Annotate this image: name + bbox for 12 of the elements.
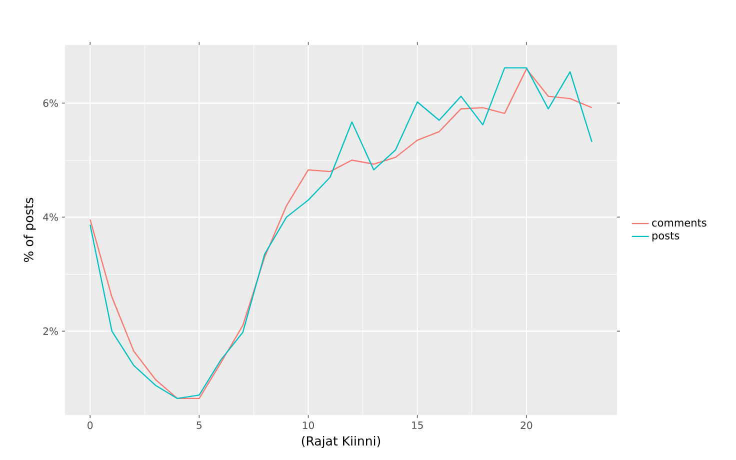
y-tick-label: 4% (43, 213, 58, 221)
y-tick-label: 6% (43, 99, 58, 107)
legend-label: comments (652, 219, 706, 227)
y-axis-title: % of posts (24, 198, 36, 262)
x-tick-label: 20 (520, 422, 532, 430)
x-tick-label: 10 (303, 422, 314, 430)
y-tick-label: 2% (43, 327, 58, 335)
x-axis-title: (Rajat Kiinni) (302, 436, 380, 448)
x-tick-label: 5 (196, 422, 202, 429)
x-tick-label: 0 (88, 422, 93, 430)
legend-label: posts (652, 232, 680, 242)
x-tick-label: 15 (412, 422, 423, 429)
